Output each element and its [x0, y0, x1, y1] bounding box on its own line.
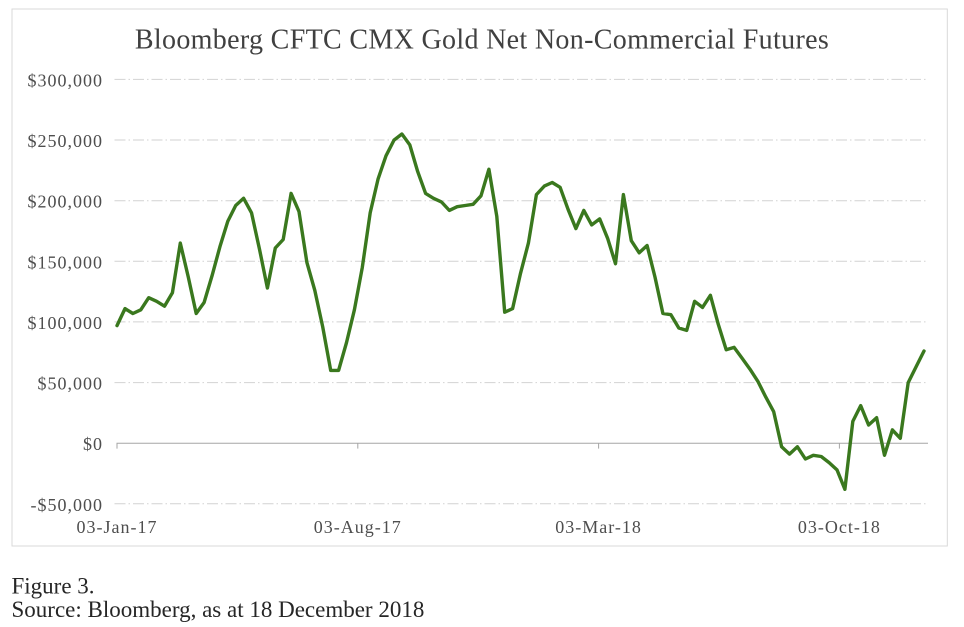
svg-text:03-Mar-18: 03-Mar-18 — [555, 517, 642, 537]
svg-text:$50,000: $50,000 — [38, 374, 104, 394]
svg-text:03-Jan-17: 03-Jan-17 — [77, 517, 158, 537]
svg-text:Source: Bloomberg, as at 18 De: Source: Bloomberg, as at 18 December 201… — [12, 597, 425, 622]
svg-text:$0: $0 — [83, 434, 103, 454]
svg-text:-$50,000: -$50,000 — [31, 495, 104, 515]
svg-text:$300,000: $300,000 — [28, 70, 104, 90]
svg-text:$150,000: $150,000 — [28, 252, 104, 272]
svg-text:Figure 3.: Figure 3. — [12, 574, 95, 599]
svg-text:03-Aug-17: 03-Aug-17 — [314, 517, 402, 537]
svg-text:Bloomberg CFTC CMX Gold Net No: Bloomberg CFTC CMX Gold Net Non-Commerci… — [135, 25, 829, 56]
svg-text:$200,000: $200,000 — [28, 192, 104, 212]
svg-text:$100,000: $100,000 — [28, 313, 104, 333]
svg-text:03-Oct-18: 03-Oct-18 — [798, 517, 881, 537]
svg-text:$250,000: $250,000 — [28, 131, 104, 151]
